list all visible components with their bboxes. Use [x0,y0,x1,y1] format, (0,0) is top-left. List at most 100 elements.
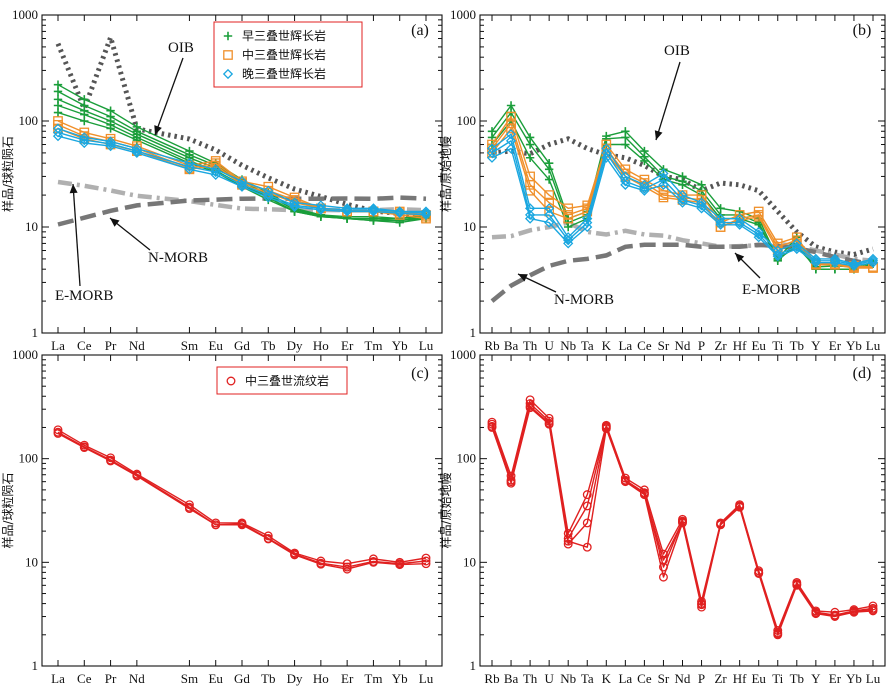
y-tick-label: 1000 [12,7,38,22]
data-point [106,456,116,466]
data-point [506,111,516,122]
data-point [544,165,554,174]
data-point [792,580,802,590]
data-point [696,203,707,214]
x-tick-label-ta: Ta [581,338,594,353]
x-tick-label-er: Er [341,338,354,353]
data-point [80,116,89,126]
x-tick-label-eu: Eu [751,338,766,353]
data-point [544,203,555,214]
data-point [505,129,517,140]
panel-b-spider-primitive-mantle: 1 10 100 1000 Rb Ba Th U Nb Ta K La Ce Sr Nd P Zr Hf Eu Ti T… [438,7,886,353]
arrow-head [110,218,120,227]
panel-a-rare-earth-chondrite: 1 10 100 1000 La Ce Pr Nd Sm Eu Gd Tb Dy Ho Er Tm Yb Lu 样品… [0,7,443,353]
data-point [132,135,142,145]
data-point [315,203,326,214]
y-tick-label: 100 [457,451,477,466]
data-point [53,108,63,117]
x-tick-label-k: K [602,671,612,686]
panel-label: (a) [411,22,429,39]
annotation-n-morb: N-MORB [517,273,614,308]
data-point [829,257,841,268]
data-point [772,251,783,262]
y-axis-label: 样品/球粒陨石 [0,136,15,212]
data-point [754,568,764,578]
arrow-head [654,130,663,140]
y-tick-label: 1 [32,325,39,340]
y-tick-label: 1 [32,658,39,673]
x-tick-label-sm: Sm [181,671,198,686]
panel-label: (d) [853,365,872,382]
data-point [659,555,668,565]
data-point [525,153,535,162]
annotation-n-morb: N-MORB [109,217,208,266]
data-point [368,204,379,216]
series-8 [52,123,432,217]
x-tick-label-th: Th [523,338,538,353]
data-point [131,145,142,157]
x-tick-label-ce: Ce [77,671,92,686]
data-point [342,564,352,574]
legend-marker [222,68,234,80]
series-line [57,84,427,224]
series-0 [53,425,431,569]
annotation-e-morb: E-MORB [734,252,800,298]
data-point [524,213,536,224]
data-point [639,185,650,196]
data-point [564,222,573,232]
data-point [525,140,535,149]
x-tick-label-er: Er [829,338,842,353]
data-point [421,559,431,569]
data-point [53,87,63,96]
data-point [525,133,535,142]
data-point [867,257,879,268]
series-3 [487,401,878,639]
data-point [184,504,194,514]
data-point [368,557,378,567]
x-tick-label-la: La [51,671,65,686]
y-tick-label: 10 [463,554,476,569]
data-point [753,226,764,237]
data-point [368,206,379,217]
data-point [753,229,764,240]
x-tick-label-tb: Tb [261,338,275,353]
data-point [696,200,707,211]
x-tick-label-yb: Yb [846,338,862,353]
x-tick-label-ba: Ba [504,671,519,686]
data-point [677,197,688,208]
data-point [506,123,516,134]
legend: 中三叠世流纹岩 [216,366,348,395]
series-9 [52,127,432,219]
data-point [132,471,142,481]
x-tick-label-ho: Ho [313,338,329,353]
data-point [640,156,649,166]
data-point [105,138,116,149]
data-point [563,235,574,246]
data-point [395,560,405,570]
series-2 [53,429,431,574]
x-tick-label-eu: Eu [208,671,223,686]
data-point [79,137,90,149]
x-tick-label-y: Y [811,338,821,353]
x-tick-label-ce: Ce [77,338,92,353]
annotation-label: N-MORB [148,250,208,266]
data-point [505,143,517,154]
x-tick-label-nb: Nb [560,338,576,353]
series-line [57,120,427,220]
x-tick-label-er: Er [341,671,354,686]
x-tick-label-y: Y [811,671,821,686]
x-tick-label-yb: Yb [392,671,408,686]
x-tick-label-hf: Hf [733,338,747,353]
data-point [639,489,649,499]
data-point [53,101,63,110]
x-tick-label-p: P [698,338,705,353]
data-point [678,517,687,527]
data-point [394,208,405,219]
x-tick-label-la: La [618,338,632,353]
x-tick-label-hf: Hf [733,671,747,686]
x-tick-label-th: Th [523,671,538,686]
x-tick-label-nd: Nd [129,338,145,353]
legend-marker [223,31,233,41]
data-point [773,629,783,639]
annotation-label: E-MORB [742,282,800,298]
